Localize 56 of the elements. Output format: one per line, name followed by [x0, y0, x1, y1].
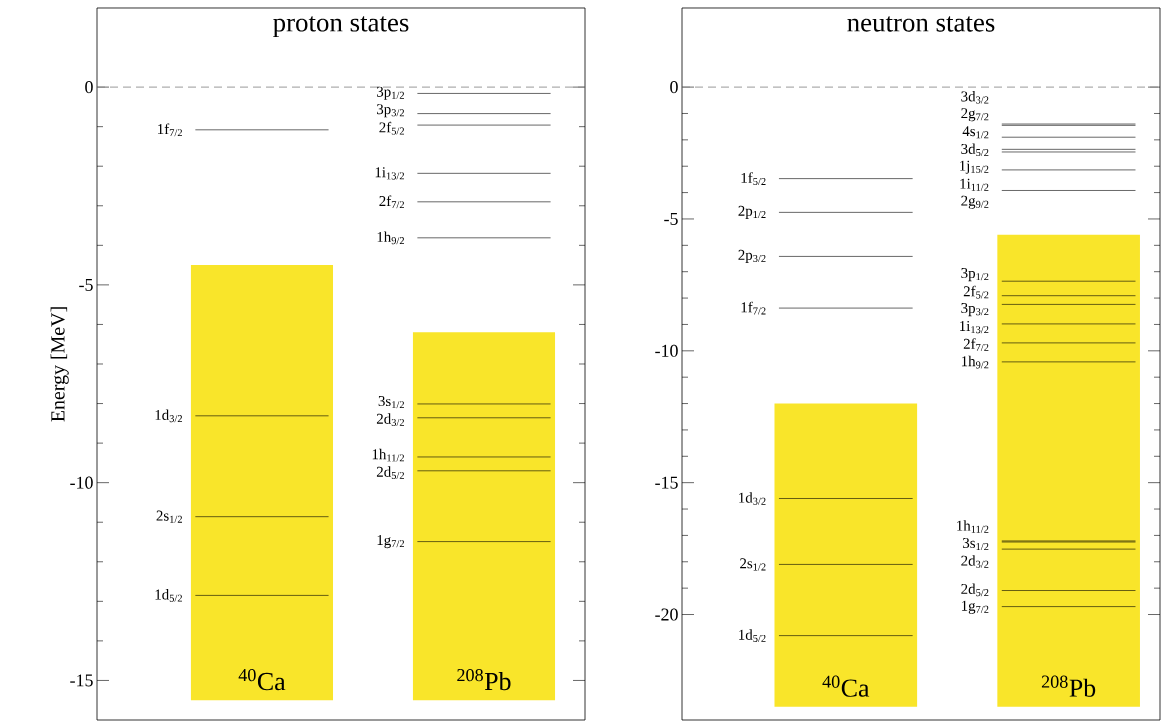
ref-line-label: 2p$_{3/2}$ [738, 249, 766, 263]
ref-line-label: 1f$_{7/2}$ [741, 301, 766, 315]
ref-line-label: 2f$_{5/2}$ [963, 285, 989, 299]
ref-line-label: 2f$_{7/2}$ [963, 338, 989, 351]
x-tick-label: $^{208}$Pb [1041, 675, 1096, 697]
ref-line-label: 2f$_{5/2}$ [379, 121, 405, 135]
y-tick-label: -10 [655, 344, 678, 357]
ref-line-label: 1d$_{3/2}$ [155, 409, 182, 423]
ref-line-label: 3d$_{3/2}$ [961, 90, 989, 104]
ref-line-label: 1g$_{7/2}$ [961, 600, 989, 614]
ref-line-label: 1h$_{9/2}$ [377, 231, 405, 245]
ref-line-label: 2f$_{7/2}$ [379, 195, 405, 209]
x-tick-label: $^{40}$Ca [238, 668, 286, 691]
y-tick-label: 0 [670, 81, 678, 94]
ref-line-label: 3d$_{5/2}$ [961, 143, 989, 157]
x-tick-label: $^{40}$Ca [822, 675, 870, 697]
y-tick-label: -20 [655, 608, 678, 621]
ref-line-label: 1h$_{11/2}$ [372, 448, 405, 462]
ref-line-label: 1j$_{15/2}$ [960, 160, 989, 174]
ref-line-label: 2p$_{1/2}$ [738, 205, 766, 219]
ref-line-label: 2d$_{3/2}$ [961, 555, 989, 568]
ref-line-label: 2d$_{5/2}$ [376, 466, 405, 479]
ref-line-label: 2g$_{7/2}$ [961, 108, 989, 122]
y-tick-label: -10 [70, 476, 93, 489]
ref-line-label: 3p$_{1/2}$ [961, 268, 989, 282]
ref-line-label: 1d$_{3/2}$ [739, 492, 766, 505]
ref-line-label: 1f$_{5/2}$ [741, 172, 766, 186]
ref-line-label: 1d$_{5/2}$ [155, 589, 182, 602]
ref-line-label: 1d$_{5/2}$ [739, 629, 766, 642]
ref-line-label: 2d$_{5/2}$ [961, 583, 989, 597]
ref-line-label: 3s$_{1/2}$ [963, 537, 989, 551]
ref-line-label: 1g$_{7/2}$ [377, 535, 405, 549]
y-tick-label: -5 [79, 278, 93, 291]
y-tick-label: -15 [655, 476, 678, 489]
chart-title: proton states [273, 16, 409, 38]
ref-line-label: 4s$_{1/2}$ [962, 126, 989, 139]
ref-line-label: 3p$_{3/2}$ [376, 104, 405, 118]
ref-line-label: 1i$_{13/2}$ [960, 321, 989, 334]
ref-line-label: 2s$_{1/2}$ [156, 510, 182, 523]
y-tick-label: 0 [85, 81, 93, 94]
y-tick-label: -5 [664, 212, 678, 225]
x-tick-label: $^{208}$Pb [457, 668, 511, 691]
ref-line-label: 1h$_{11/2}$ [957, 520, 989, 533]
ref-line-label: 2s$_{1/2}$ [740, 558, 766, 571]
ref-line-label: 1h$_{9/2}$ [961, 355, 989, 369]
ref-line-label: 1i$_{11/2}$ [960, 178, 989, 191]
ref-line-label: 2g$_{9/2}$ [961, 195, 989, 209]
y-axis-title: Energy [MeV] [50, 307, 69, 422]
ref-line-label: 2d$_{3/2}$ [376, 413, 405, 426]
ref-line-label: 3s$_{1/2}$ [378, 396, 405, 409]
ref-line-label: 3p$_{3/2}$ [961, 303, 989, 317]
ref-line-label: 1i$_{13/2}$ [375, 167, 405, 180]
ref-line-label: 3p$_{1/2}$ [376, 86, 405, 100]
chart-title: neutron states [847, 16, 995, 32]
y-tick-label: -15 [70, 674, 93, 687]
ref-line-label: 1f$_{7/2}$ [158, 123, 182, 137]
